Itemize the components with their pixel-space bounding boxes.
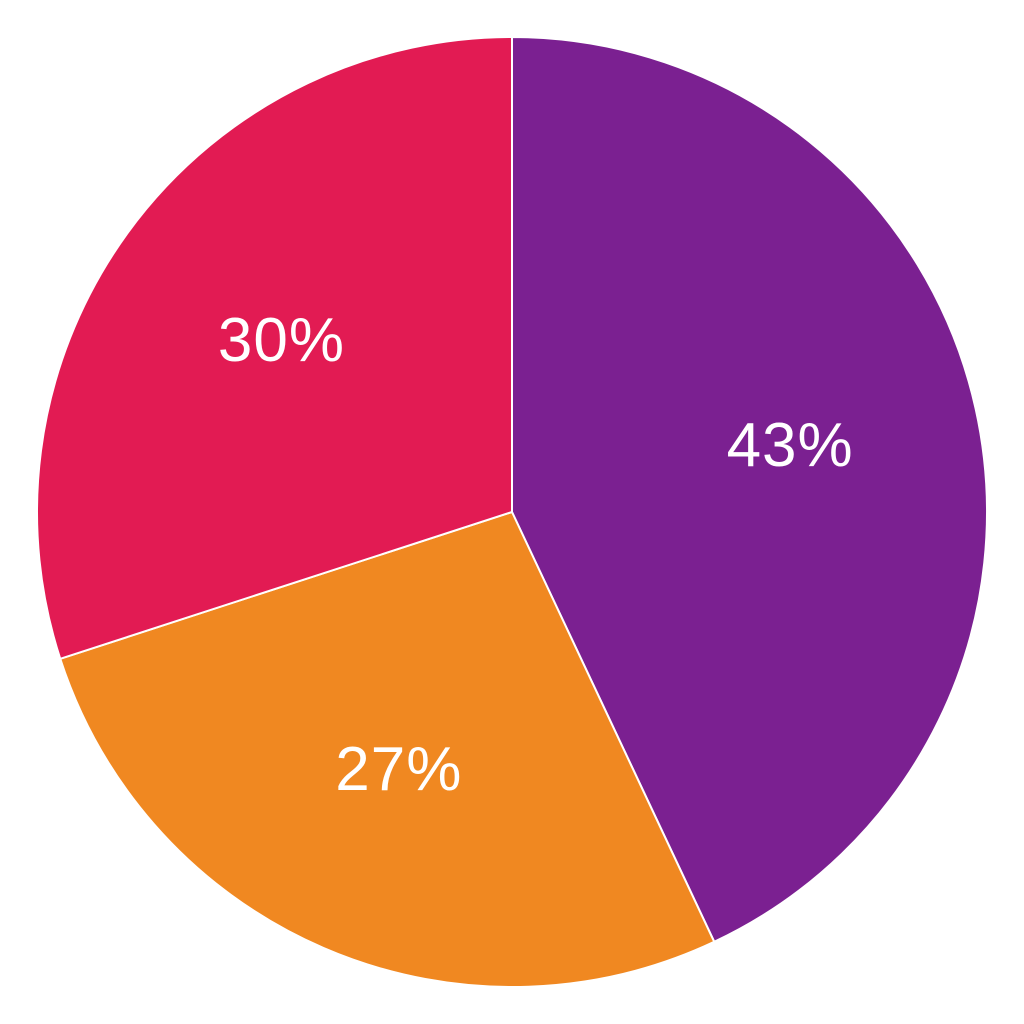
- pie-slice-label: 43%: [727, 411, 854, 480]
- pie-slice-label: 27%: [335, 735, 462, 804]
- pie-slice-label: 30%: [218, 306, 345, 375]
- pie-chart-svg: 43% 27% 30%: [0, 0, 1024, 1024]
- pie-chart: 43% 27% 30%: [0, 0, 1024, 1024]
